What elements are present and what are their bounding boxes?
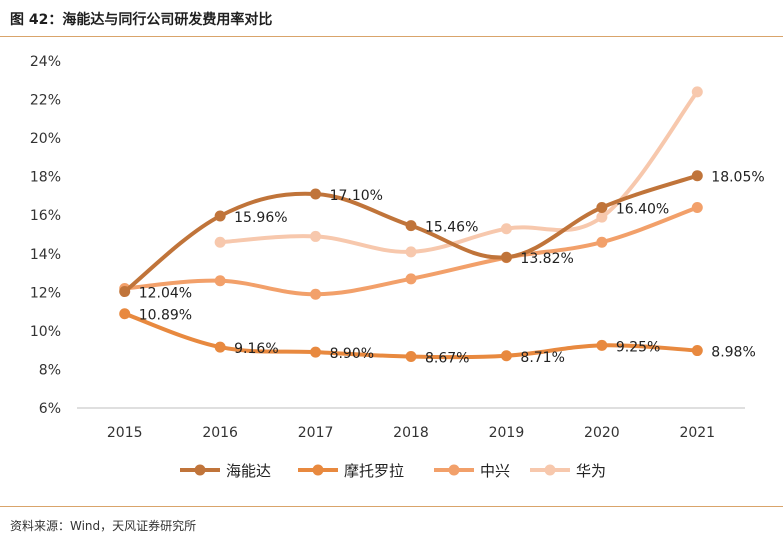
legend-item-2: 中兴 — [434, 462, 510, 480]
figure-title: 图 42：海能达与同行公司研发费用率对比 — [10, 12, 273, 28]
series-2 — [119, 202, 703, 300]
y-tick-label: 16% — [30, 208, 61, 224]
data-point — [405, 351, 417, 363]
data-label: 18.05% — [711, 170, 764, 186]
data-label: 8.67% — [425, 351, 469, 367]
data-point — [214, 275, 226, 287]
data-label: 9.16% — [234, 341, 278, 357]
y-tick-label: 24% — [30, 54, 61, 70]
y-tick-label: 18% — [30, 170, 61, 186]
legend-label: 海能达 — [226, 462, 271, 480]
data-point — [214, 236, 226, 248]
data-point — [119, 286, 131, 298]
y-tick-label: 10% — [30, 324, 61, 340]
data-point — [691, 345, 703, 357]
line-chart: 6%8%10%12%14%16%18%20%22%24% 2015 2016 201… — [30, 54, 765, 480]
data-point — [119, 308, 131, 320]
data-label: 15.96% — [234, 210, 287, 226]
y-tick-label: 20% — [30, 131, 61, 147]
data-point — [596, 211, 608, 223]
x-axis: 2015 2016 2017 2018 2019 2020 2021 — [107, 425, 715, 441]
data-point — [405, 220, 417, 232]
legend-label: 中兴 — [480, 462, 510, 480]
y-tick-label: 14% — [30, 247, 61, 263]
legend-swatch-dot — [312, 464, 324, 476]
series-0 — [119, 170, 703, 298]
data-point — [500, 350, 512, 362]
data-point — [500, 251, 512, 263]
data-point — [310, 230, 322, 242]
y-tick-label: 22% — [30, 93, 61, 109]
legend-swatch-dot — [194, 464, 206, 476]
data-point — [310, 188, 322, 200]
figure-footer: 资料来源：Wind，天风证券研究所 — [0, 506, 783, 537]
data-point — [596, 236, 608, 248]
legend-item-0: 海能达 — [180, 462, 271, 480]
data-point — [500, 223, 512, 235]
legend: 海能达 摩托罗拉 中兴 华为 — [180, 462, 606, 480]
data-point — [596, 339, 608, 351]
legend-label: 华为 — [576, 462, 606, 480]
data-label: 12.04% — [139, 286, 192, 302]
legend-item-1: 摩托罗拉 — [298, 462, 404, 480]
legend-swatch-dot — [544, 464, 556, 476]
figure-header: 图 42：海能达与同行公司研发费用率对比 — [0, 0, 783, 37]
x-tick-label: 2018 — [393, 425, 429, 441]
data-label: 8.98% — [711, 345, 755, 361]
data-point — [691, 202, 703, 214]
y-tick-label: 6% — [39, 401, 61, 417]
series-line-1 — [122, 311, 700, 360]
data-label: 8.90% — [330, 346, 374, 362]
x-tick-label: 2017 — [298, 425, 334, 441]
data-label: 10.89% — [139, 308, 192, 324]
data-label: 13.82% — [520, 251, 573, 267]
y-axis: 6% 8% 10% 12% 14% 16% 18% 20% 22% 24% — [30, 54, 61, 417]
data-point — [214, 341, 226, 353]
data-point — [691, 86, 703, 98]
source-note: 资料来源：Wind，天风证券研究所 — [10, 519, 197, 533]
x-tick-label: 2020 — [584, 425, 620, 441]
data-label: 15.46% — [425, 220, 478, 236]
x-tick-label: 2016 — [202, 425, 238, 441]
x-tick-label: 2019 — [489, 425, 525, 441]
data-label: 16.40% — [616, 202, 669, 218]
data-point — [310, 346, 322, 358]
data-label: 8.71% — [520, 350, 564, 366]
x-tick-label: 2015 — [107, 425, 143, 441]
y-tick-label: 8% — [39, 362, 61, 378]
data-point — [310, 288, 322, 300]
data-labels: 12.04% 15.96% 17.10% 15.46% 13.82% 16.40% 18.0… — [139, 170, 765, 367]
series-layer — [119, 86, 703, 363]
data-point — [214, 210, 226, 222]
legend-swatch-dot — [448, 464, 460, 476]
legend-label: 摩托罗拉 — [344, 462, 404, 480]
series-1 — [119, 308, 703, 363]
data-point — [691, 170, 703, 182]
x-tick-label: 2021 — [679, 425, 715, 441]
data-label: 9.25% — [616, 339, 660, 355]
data-point — [405, 273, 417, 285]
legend-item-3: 华为 — [530, 462, 606, 480]
y-tick-label: 12% — [30, 285, 61, 301]
data-point — [405, 246, 417, 258]
series-3 — [214, 86, 703, 258]
data-label: 17.10% — [330, 188, 383, 204]
data-point — [596, 202, 608, 214]
